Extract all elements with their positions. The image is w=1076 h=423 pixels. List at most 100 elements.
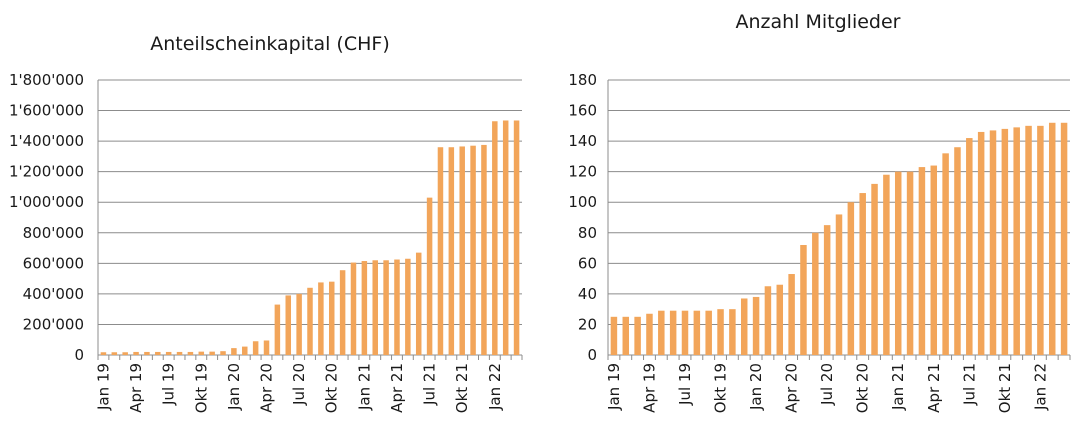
- bar: [481, 144, 487, 355]
- x-tick-label: Jul 21: [960, 363, 978, 406]
- y-tick-label: 80: [578, 224, 597, 242]
- x-tick-label: Jan 22: [1031, 363, 1049, 411]
- y-tick-label: 400'000: [23, 285, 84, 303]
- bar: [859, 193, 866, 355]
- bar: [669, 310, 677, 355]
- bar: [220, 351, 226, 355]
- bar: [634, 316, 641, 355]
- x-tick-label: Apr 21: [925, 363, 943, 413]
- x-tick-label: Apr 19: [127, 363, 145, 413]
- bar: [415, 252, 422, 355]
- bar: [426, 197, 433, 355]
- x-tick-label: Jan 19: [94, 363, 112, 411]
- bar: [502, 120, 509, 355]
- y-tick-label: 0: [587, 346, 597, 364]
- bar: [1025, 125, 1032, 355]
- bar: [752, 296, 760, 355]
- x-tick-label: Jan 22: [486, 363, 504, 411]
- x-tick-label: Jan 20: [747, 363, 765, 411]
- bar: [492, 121, 498, 355]
- bar: [1037, 125, 1044, 355]
- bar: [350, 262, 357, 355]
- bar: [681, 310, 689, 355]
- y-tick-label: 60: [578, 254, 597, 272]
- bar: [187, 351, 194, 355]
- chart-title: Anzahl Mitglieder: [735, 11, 900, 33]
- bar: [307, 287, 313, 355]
- x-tick-label: Jul 19: [676, 363, 694, 406]
- bar: [764, 286, 772, 355]
- bar: [448, 147, 455, 355]
- y-tick-label: 0: [74, 346, 84, 364]
- x-tick-label: Jan 19: [605, 363, 623, 411]
- y-tick-label: 40: [578, 285, 597, 303]
- y-tick-label: 1'800'000: [9, 71, 84, 89]
- bar: [1001, 128, 1009, 355]
- bar: [339, 270, 346, 355]
- x-tick-label: Jul 21: [421, 363, 439, 406]
- bar: [871, 183, 878, 355]
- chart-title: Anteilscheinkapital (CHF): [150, 33, 390, 55]
- bar: [693, 310, 701, 355]
- y-tick-label: 800'000: [23, 224, 84, 242]
- x-tick-label: Okt 19: [192, 363, 210, 413]
- bar: [788, 274, 795, 355]
- bar: [622, 316, 630, 355]
- y-tick-label: 140: [568, 132, 597, 150]
- bar: [361, 261, 368, 355]
- bar: [274, 304, 281, 355]
- bar: [394, 259, 400, 355]
- bar: [470, 145, 476, 355]
- y-tick-label: 180: [568, 71, 597, 89]
- bar: [111, 352, 118, 355]
- bar: [459, 146, 465, 355]
- bar: [1013, 127, 1020, 355]
- bar: [1048, 122, 1056, 356]
- bar: [252, 341, 259, 355]
- bar: [176, 351, 183, 355]
- bar: [918, 167, 926, 355]
- bar: [930, 165, 938, 355]
- bar: [513, 120, 520, 355]
- bar: [847, 202, 855, 355]
- bar: [717, 309, 724, 355]
- bar: [883, 174, 890, 355]
- x-tick-label: Okt 21: [996, 363, 1014, 413]
- bar: [231, 348, 237, 355]
- bar: [823, 225, 831, 355]
- bar: [285, 295, 292, 355]
- bar: [729, 309, 736, 355]
- y-tick-label: 100: [568, 193, 597, 211]
- bar: [966, 138, 973, 355]
- bar: [705, 310, 712, 355]
- bar: [942, 153, 949, 355]
- bar: [894, 171, 902, 355]
- bar: [776, 284, 784, 355]
- bar: [242, 346, 248, 355]
- x-tick-label: Apr 19: [640, 363, 658, 413]
- bar: [155, 351, 161, 355]
- bar: [405, 258, 411, 355]
- x-tick-label: Jul 20: [818, 363, 836, 406]
- x-tick-label: Okt 21: [453, 363, 471, 413]
- bar: [800, 245, 807, 355]
- bar: [165, 351, 172, 355]
- bar: [144, 351, 150, 355]
- x-tick-label: Okt 19: [712, 363, 730, 413]
- bar: [1060, 122, 1068, 356]
- bar: [100, 352, 107, 355]
- bar: [209, 351, 215, 355]
- bar: [740, 298, 748, 355]
- bar: [383, 260, 389, 355]
- bar: [263, 340, 270, 355]
- bar: [296, 293, 302, 355]
- x-tick-label: Okt 20: [323, 363, 341, 413]
- bar: [989, 130, 997, 355]
- bar: [812, 232, 819, 355]
- y-tick-label: 1'600'000: [9, 102, 84, 120]
- bar: [372, 260, 378, 355]
- x-tick-label: Okt 20: [854, 363, 872, 413]
- bar: [906, 171, 914, 355]
- x-tick-label: Apr 20: [258, 363, 276, 413]
